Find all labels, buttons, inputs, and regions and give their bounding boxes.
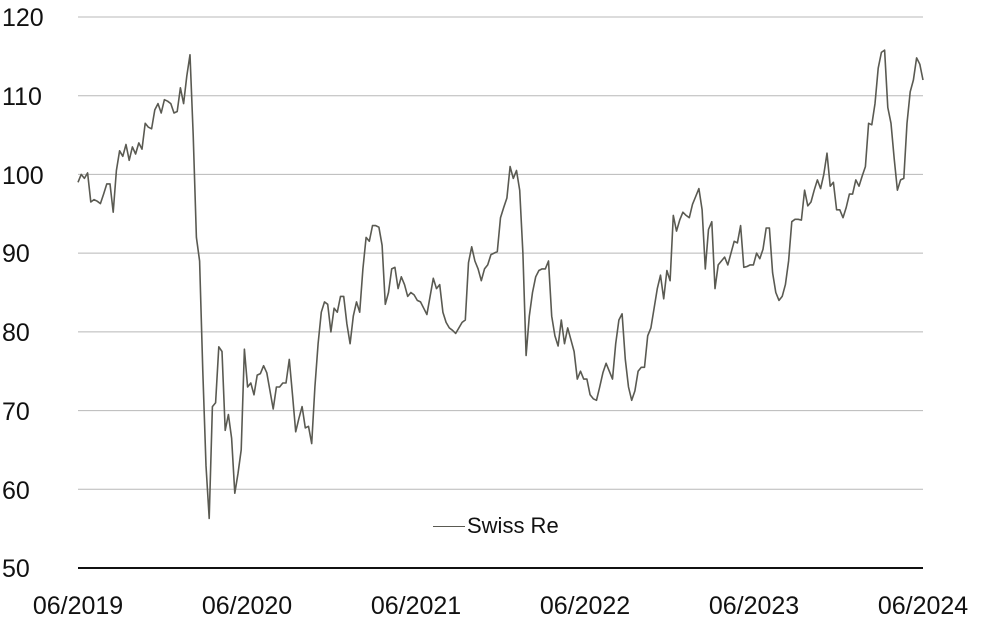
x-tick-label: 06/2022 xyxy=(539,592,631,620)
gridlines xyxy=(78,16,923,490)
y-tick-label: 70 xyxy=(2,398,30,426)
legend-line-swatch xyxy=(433,525,465,527)
series-line-swiss-re xyxy=(77,49,924,520)
y-tick-label: 50 xyxy=(2,555,30,583)
y-tick-label: 60 xyxy=(2,477,30,505)
legend-label-swiss-re: Swiss Re xyxy=(467,513,559,538)
y-tick-label: 110 xyxy=(2,83,42,111)
x-tick-label: 06/2024 xyxy=(877,592,969,620)
y-tick-label: 120 xyxy=(2,4,44,32)
x-tick-label: 06/2023 xyxy=(708,592,800,620)
x-tick-label: 06/2020 xyxy=(201,592,293,620)
y-tick-label: 80 xyxy=(2,319,30,347)
y-tick-label: 100 xyxy=(2,162,44,190)
x-tick-label: 06/2021 xyxy=(370,592,462,620)
legend: Swiss Re xyxy=(433,513,559,539)
x-tick-label: 06/2019 xyxy=(32,592,124,620)
y-tick-label: 90 xyxy=(2,240,30,268)
